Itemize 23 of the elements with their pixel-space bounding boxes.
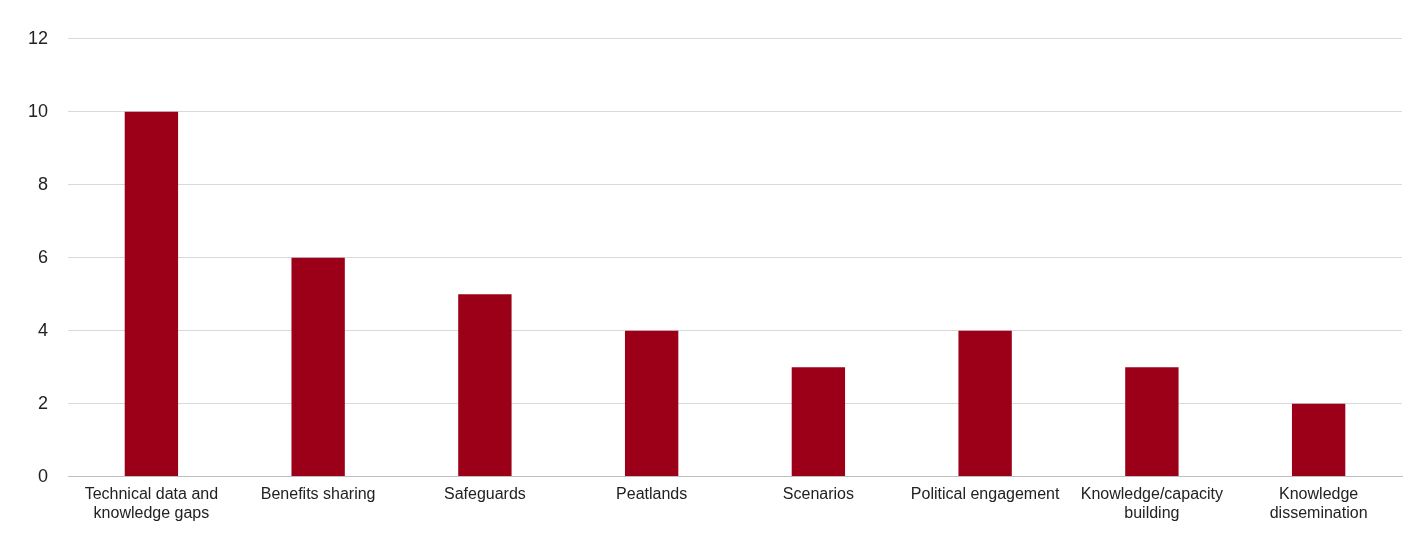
y-tick-label: 4 xyxy=(38,319,49,340)
x-tick-label: Technical data and knowledge gaps xyxy=(84,484,219,521)
bar xyxy=(624,330,679,477)
y-tick-label: 8 xyxy=(38,173,49,194)
y-tick-label: 2 xyxy=(38,392,49,413)
bar xyxy=(791,367,846,477)
x-tick-label: Political engagement xyxy=(910,484,1060,502)
bar xyxy=(291,257,345,477)
bar xyxy=(1125,367,1179,477)
bar xyxy=(958,330,1012,477)
bar xyxy=(1291,403,1346,477)
y-tick-label: 10 xyxy=(27,100,49,121)
x-tick-label: Safeguards xyxy=(443,484,526,502)
y-tick-label: 6 xyxy=(38,246,49,267)
bar xyxy=(124,111,179,477)
y-tick-label: 12 xyxy=(27,27,49,48)
x-tick-label: Knowledge dissemination xyxy=(1269,484,1368,521)
x-tick-label: Benefits sharing xyxy=(260,484,376,502)
y-tick-label: 0 xyxy=(38,465,49,486)
x-tick-label: Scenarios xyxy=(782,484,854,502)
bar xyxy=(458,294,512,477)
x-tick-label: Knowledge/capacity building xyxy=(1080,484,1224,521)
x-tick-label: Peatlands xyxy=(616,484,688,502)
